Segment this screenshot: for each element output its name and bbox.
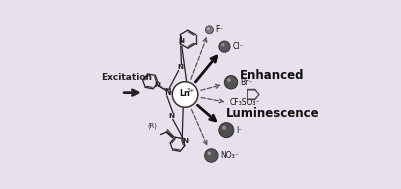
Circle shape <box>207 27 209 30</box>
Text: I⁻: I⁻ <box>235 126 242 135</box>
Text: N: N <box>164 88 170 97</box>
Text: 3+: 3+ <box>186 88 194 93</box>
Circle shape <box>204 149 217 162</box>
Text: Cl⁻: Cl⁻ <box>232 42 243 51</box>
Text: Br⁻: Br⁻ <box>239 78 252 87</box>
Text: Excitation: Excitation <box>101 73 152 82</box>
Text: Luminescence: Luminescence <box>225 107 318 120</box>
Text: N: N <box>168 113 174 119</box>
Circle shape <box>172 82 197 107</box>
Circle shape <box>221 43 224 46</box>
Text: N: N <box>154 82 160 88</box>
Circle shape <box>227 78 231 82</box>
Text: F⁻: F⁻ <box>215 25 223 34</box>
Text: N: N <box>177 64 183 70</box>
Circle shape <box>224 76 237 89</box>
Circle shape <box>205 26 213 34</box>
Text: (R): (R) <box>147 122 157 129</box>
Polygon shape <box>247 90 257 99</box>
Text: Enhanced: Enhanced <box>239 69 304 82</box>
Circle shape <box>207 151 211 155</box>
Polygon shape <box>247 89 259 100</box>
Circle shape <box>218 123 233 138</box>
Text: N: N <box>178 38 184 44</box>
Text: Ln: Ln <box>178 89 189 98</box>
Circle shape <box>222 126 226 130</box>
Circle shape <box>218 41 229 52</box>
Text: NO₃⁻: NO₃⁻ <box>220 151 239 160</box>
Text: N: N <box>182 138 188 144</box>
Text: CF₃SO₃⁻: CF₃SO₃⁻ <box>229 98 260 107</box>
